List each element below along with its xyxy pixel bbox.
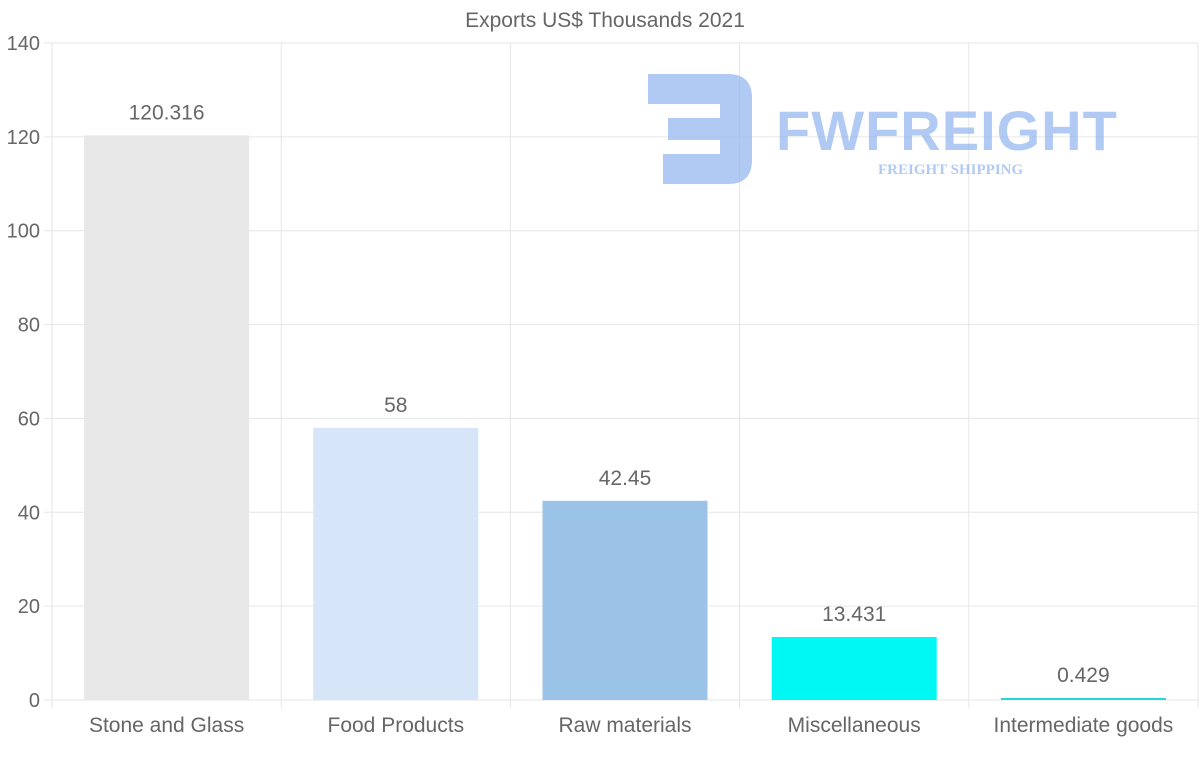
data-label: 58 [384, 394, 407, 417]
y-tick-label: 140 [7, 33, 40, 55]
x-tick-label: Stone and Glass [89, 714, 244, 737]
y-tick-label: 40 [18, 502, 40, 524]
watermark-logo: FWFREIGHT FREIGHT SHIPPING [648, 74, 1118, 184]
y-axis-ticks: 0 20 40 60 80 100 120 140 [7, 33, 40, 712]
bar-4 [771, 636, 937, 700]
y-tick-label: 20 [18, 596, 40, 618]
y-tick-label: 100 [7, 221, 40, 243]
x-axis-ticks: Stone and Glass Food Products Raw material… [89, 714, 1173, 737]
data-label: 120.316 [129, 101, 205, 124]
x-tick-label: Miscellaneous [788, 714, 921, 737]
x-tick-label: Raw materials [558, 714, 691, 737]
data-label: 13.431 [822, 603, 886, 626]
y-tick-label: 80 [18, 315, 40, 337]
bar-2 [313, 427, 479, 700]
watermark-tagline: FREIGHT SHIPPING [878, 162, 1023, 178]
y-tick-label: 120 [7, 127, 40, 149]
bar-1 [84, 135, 250, 700]
data-label: 0.429 [1057, 664, 1110, 687]
watermark-mark-icon [648, 74, 752, 184]
bar-3 [542, 500, 708, 700]
bar-5 [1000, 697, 1166, 700]
watermark-brand: FWFREIGHT [776, 99, 1118, 162]
y-tick-label: 0 [29, 690, 40, 712]
bars [84, 135, 1166, 700]
data-label: 42.45 [599, 467, 652, 490]
chart-title: Exports US$ Thousands 2021 [465, 9, 745, 32]
x-tick-label: Intermediate goods [994, 714, 1174, 737]
data-labels: 120.316 58 42.45 13.431 0.429 [129, 101, 1110, 687]
y-tick-label: 60 [18, 408, 40, 430]
x-tick-label: Food Products [328, 714, 465, 737]
